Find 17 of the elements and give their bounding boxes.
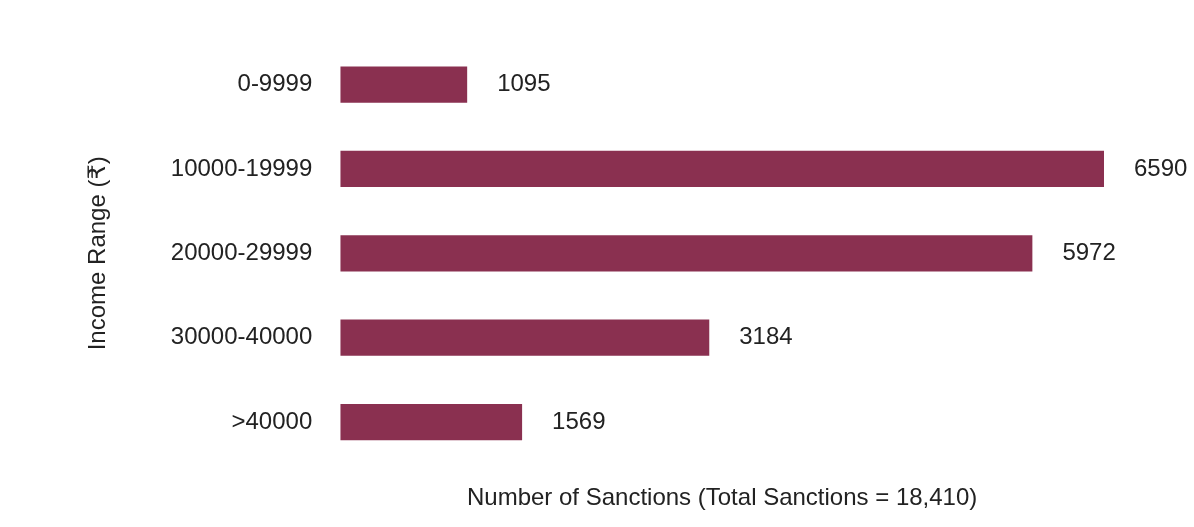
y-tick-label: 20000-29999	[170, 237, 313, 265]
data-label: 1569	[552, 406, 606, 434]
x-axis-title: Number of Sanctions (Total Sanctions = 18,410)	[466, 483, 978, 511]
y-axis-title: Income Range (₹)	[83, 156, 111, 351]
y-tick-label: 10000-19999	[170, 153, 313, 181]
bar	[340, 150, 1104, 188]
bar	[340, 403, 523, 441]
y-tick-label: 0-9999	[237, 69, 313, 97]
bar	[340, 66, 468, 103]
y-tick-label: 30000-40000	[170, 322, 313, 350]
data-label: 1095	[497, 69, 551, 97]
data-label: 3184	[739, 322, 793, 350]
bar	[340, 319, 710, 356]
bar	[340, 235, 1033, 272]
data-label: 5972	[1062, 237, 1116, 265]
data-label: 6590	[1134, 153, 1188, 181]
y-tick-label: >40000	[231, 406, 313, 434]
